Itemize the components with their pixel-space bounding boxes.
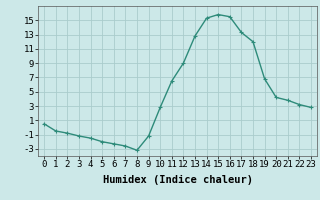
X-axis label: Humidex (Indice chaleur): Humidex (Indice chaleur) bbox=[103, 175, 252, 185]
